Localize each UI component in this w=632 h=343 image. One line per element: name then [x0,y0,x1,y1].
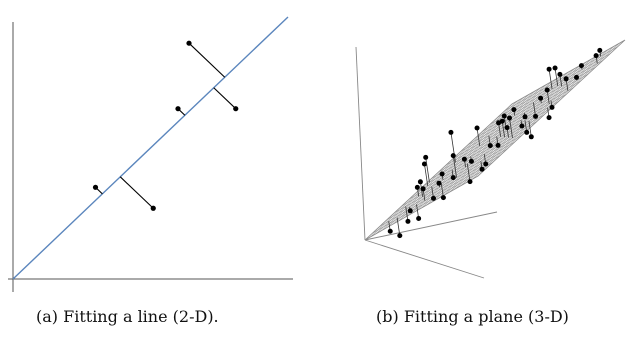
data-point-3d [423,154,429,160]
data-point-3d [501,113,507,119]
data-point-3d [450,153,456,159]
fit-plane [364,39,626,241]
data-point-3d [504,125,510,131]
plane-mesh-line [445,100,559,166]
plane-mesh-line [504,46,618,112]
data-point-3d [439,171,445,177]
panel-b-plane-fit [355,39,626,279]
panel-a-line-fit [8,16,293,292]
plane-mesh-line [472,43,620,180]
residual-segment-3d [396,217,401,236]
data-point-3d [397,233,403,239]
caption-b: (b) Fitting a plane (3-D) [376,307,569,326]
data-point-3d [546,115,552,121]
data-point [233,106,239,112]
data-point [150,205,156,211]
plane-mesh-line [475,73,589,139]
data-point-3d [528,134,534,140]
data-point-3d [483,161,489,167]
plane-mesh-line [453,94,567,159]
plane-mesh-line [497,53,611,118]
residual-segment-3d [476,127,481,147]
data-point-3d [546,66,552,72]
data-point-3d [524,129,530,135]
data-point-3d [557,71,563,77]
data-point-3d [440,195,446,201]
data-point-3d [563,76,569,82]
y-axis [364,239,485,279]
fit-line [12,16,289,280]
data-point-3d [479,166,485,172]
data-point [186,40,192,46]
residual-segment-3d [548,69,553,90]
data-point [175,106,181,112]
data-point-3d [468,158,474,164]
data-point-3d [511,107,517,113]
data-point-3d [522,114,528,120]
data-point-3d [421,161,427,167]
data-point-3d [538,95,544,101]
data-point-3d [467,179,473,185]
plane-mesh-line [438,62,586,199]
data-point-3d [597,47,603,53]
data-point-3d [474,125,480,131]
residual-segment [213,87,237,110]
plane-mesh-line [466,46,614,183]
plane-mesh-line [438,107,552,173]
residual-segment-3d [509,117,513,139]
data-point-3d [495,142,501,148]
data-points-3d [387,47,603,239]
data-point-3d [450,175,456,181]
data-point-3d [461,156,467,162]
data-point-3d [593,53,599,59]
data-point-3d [544,87,550,93]
x-axis [364,211,498,241]
plane-mesh-line [489,60,604,125]
caption-a: (a) Fitting a line (2-D). [36,307,219,326]
residual-segment-3d [452,155,457,178]
plane-mesh-line [426,68,575,205]
residual-segment-3d [501,121,505,138]
data-point-3d [549,104,555,110]
residual-segment [119,176,154,209]
data-point-3d [519,123,525,129]
data-point-3d [387,228,393,234]
data-point-3d [578,63,584,69]
plane-mesh-line [432,65,580,202]
residual-segment-3d [405,206,409,222]
data-point-3d [405,218,411,224]
data-point [92,184,99,190]
data-point-3d [416,215,422,221]
residual-segment-3d [554,67,559,87]
data-points [92,40,239,211]
residual-segment-3d [528,120,532,137]
data-point-3d [574,74,579,80]
data-point-3d [552,65,558,71]
data-point-3d [420,186,426,192]
residual-segment-3d [425,157,430,183]
residual-segment-3d [466,163,471,182]
data-point-3d [533,113,539,119]
data-point-3d [487,143,493,149]
data-point-3d [414,184,420,190]
data-point-3d [417,179,423,185]
data-point-3d [407,208,413,214]
residual-segment-3d [424,163,429,187]
data-point-3d [499,118,505,124]
data-point-3d [436,180,442,186]
residual-segment [188,42,226,78]
data-point-3d [448,129,454,135]
3d-axes [355,46,498,279]
data-point-3d [507,115,512,121]
z-axis [355,46,366,241]
data-point-3d [431,195,436,201]
